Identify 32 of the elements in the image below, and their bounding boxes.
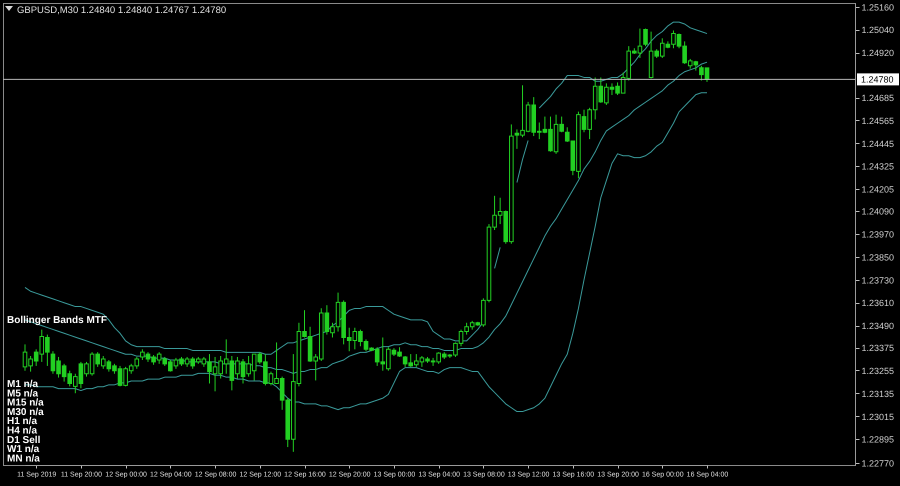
y-tick-label: 1.24685 xyxy=(862,93,894,103)
y-tick-label: 1.25160 xyxy=(862,2,894,12)
annotation: M30 n/a xyxy=(7,406,44,418)
y-tick-label: 1.23015 xyxy=(862,412,894,422)
annotation: H4 n/a xyxy=(7,426,38,436)
y-tick-label: 1.24090 xyxy=(862,206,894,217)
annotation: H1 n/a xyxy=(7,416,38,428)
y-tick-label: 1.25040 xyxy=(862,25,894,36)
y-tick-label: 1.23730 xyxy=(862,275,894,286)
y-tick-label: 1.23490 xyxy=(862,321,894,332)
y-tick-label: 1.23610 xyxy=(862,298,894,308)
y-tick-label: 1.22770 xyxy=(862,458,894,469)
y-tick-label: 1.24565 xyxy=(862,116,894,126)
y-tick-label: 1.22895 xyxy=(862,434,894,445)
ref-line-label: 1.24780 xyxy=(861,74,894,84)
y-tick-label: 1.24445 xyxy=(862,138,894,149)
annotation: W1 n/a xyxy=(7,444,40,456)
y-tick-label: 1.23255 xyxy=(862,366,894,376)
y-tick-label: 1.23135 xyxy=(862,388,894,399)
y-tick-label: 1.24920 xyxy=(862,48,894,58)
y-tick-label: 1.24325 xyxy=(862,162,894,172)
annotation: D1 Sell xyxy=(7,434,41,446)
candlestick xyxy=(643,28,648,47)
y-tick-label: 1.23970 xyxy=(862,230,894,240)
annotation: Bollinger Bands MTF xyxy=(7,315,107,326)
annotation: M5 n/a xyxy=(7,388,39,400)
y-tick-label: 1.23850 xyxy=(862,252,894,262)
chart-title: GBPUSD,M30 1.24840 1.24840 1.24767 1.24780 xyxy=(17,5,226,16)
annotation: M15 n/a xyxy=(7,398,44,409)
y-tick-label: 1.24205 xyxy=(862,184,894,195)
annotation: MN n/a xyxy=(7,453,40,464)
y-tick-label: 1.23375 xyxy=(862,343,894,354)
